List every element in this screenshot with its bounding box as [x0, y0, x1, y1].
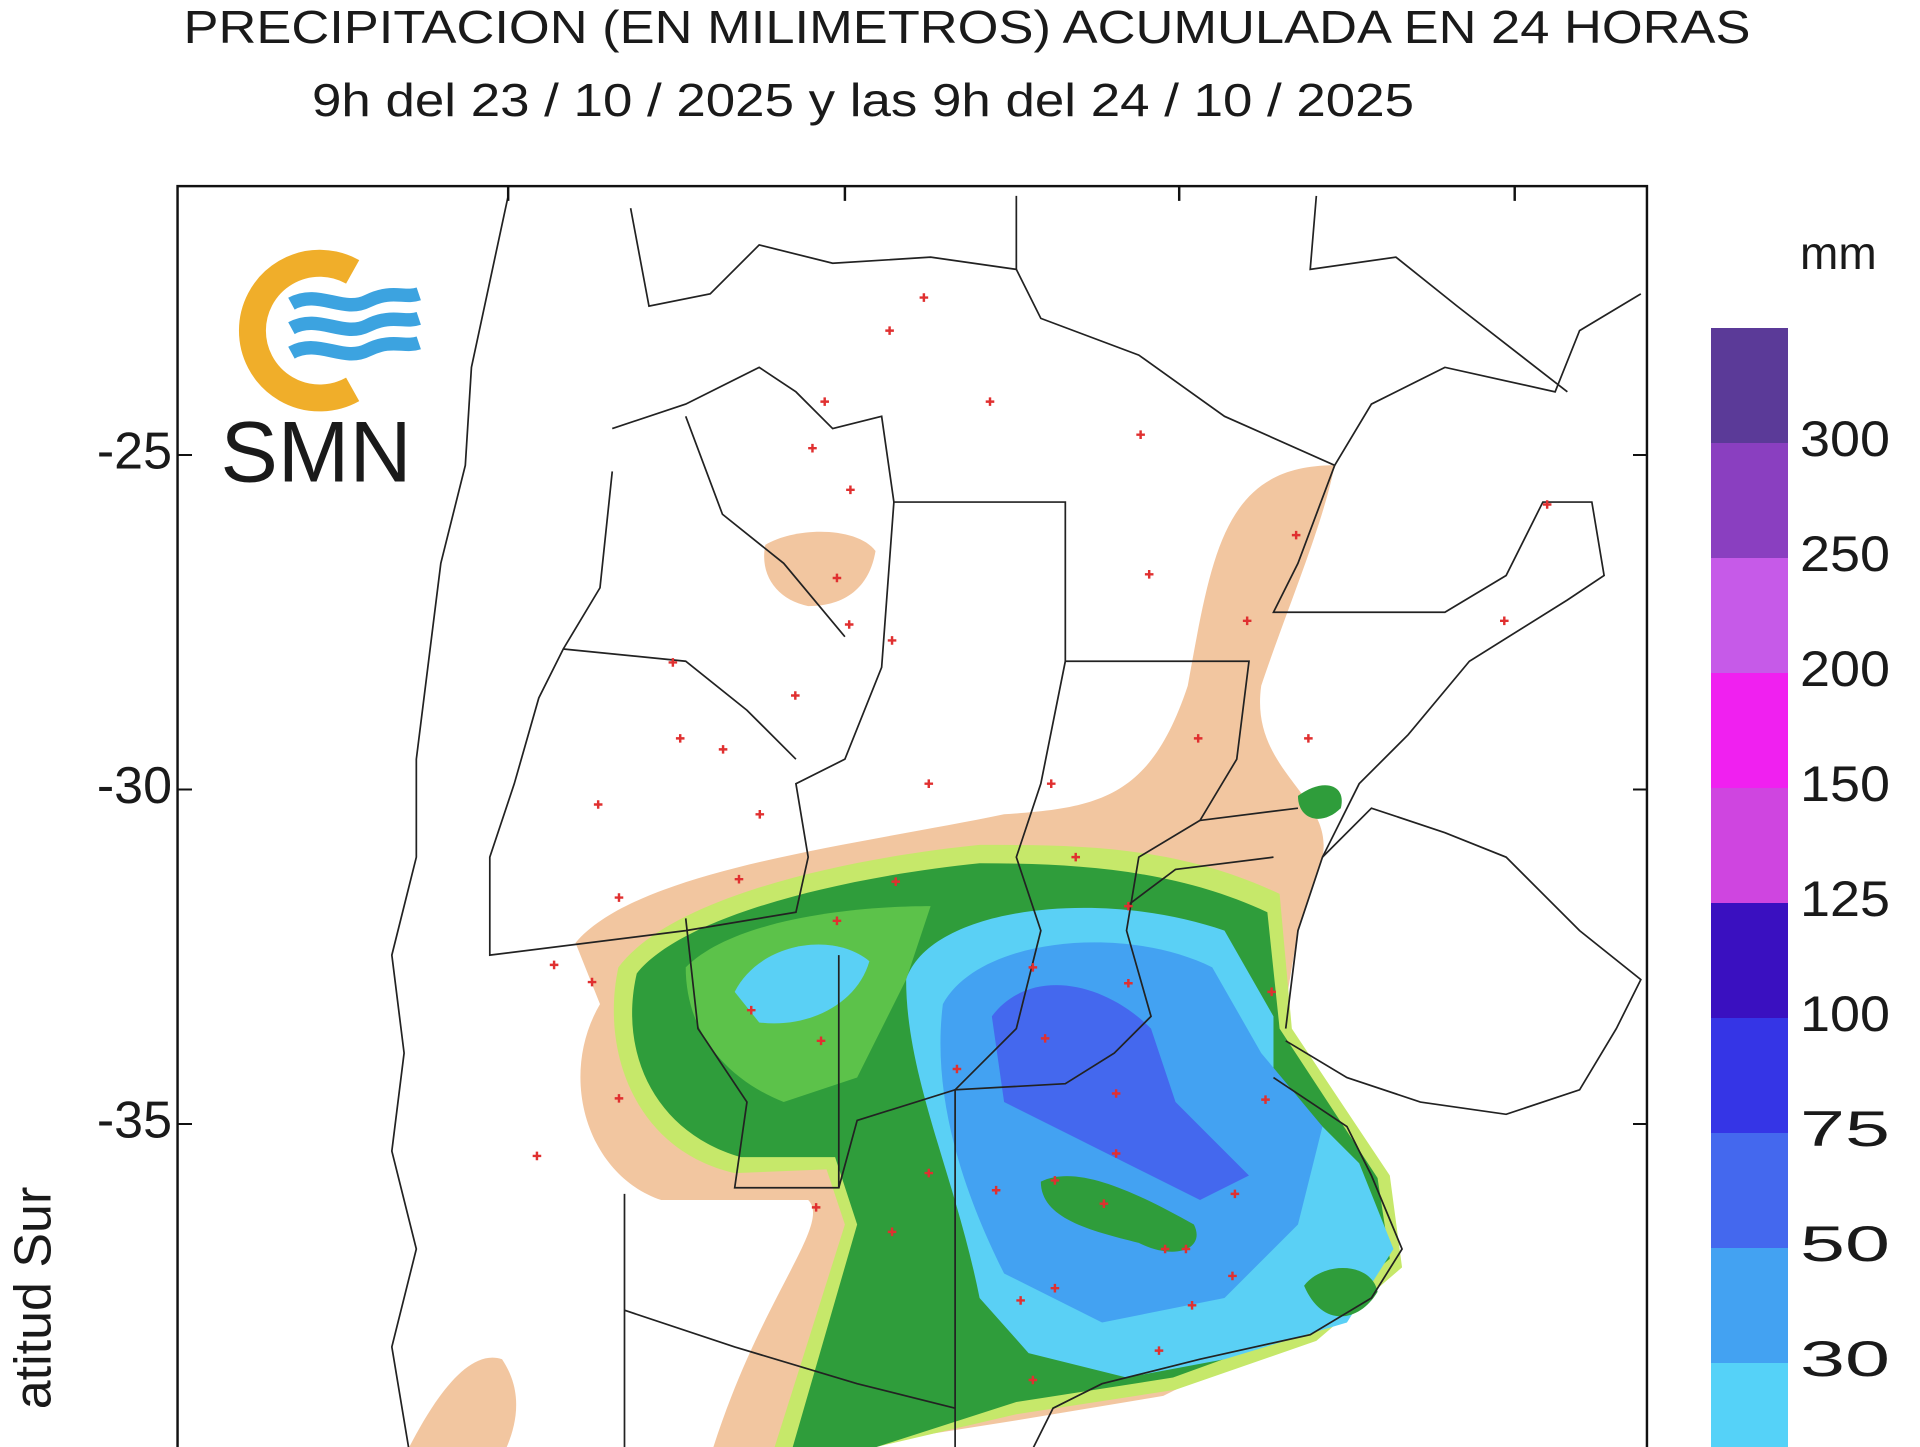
province-border	[488, 471, 895, 957]
legend-swatch	[1711, 1248, 1788, 1364]
logo-text: SMN	[220, 405, 411, 501]
logo-waves	[288, 287, 421, 361]
precip-tan	[764, 531, 876, 607]
legend-swatch	[1711, 443, 1788, 559]
precip-lightblue	[734, 944, 870, 1024]
coast	[1032, 1076, 1404, 1447]
province-border	[563, 416, 1299, 907]
lat-tick-label: -35	[97, 1092, 172, 1150]
legend-label: 150	[1800, 756, 1890, 812]
lat-tick-label: -25	[97, 423, 172, 481]
stations	[532, 293, 1552, 1385]
country-border	[1015, 269, 1606, 1029]
legend-swatch	[1711, 1133, 1788, 1249]
legend-unit: mm	[1800, 227, 1877, 279]
legend-label: 200	[1800, 641, 1890, 697]
legend-swatch	[1711, 903, 1788, 1019]
legend-label: 50	[1800, 1216, 1890, 1272]
legend-swatch	[1711, 558, 1788, 674]
map-frame	[176, 184, 1649, 1447]
lat-tick-label: -30	[97, 757, 172, 815]
precip-tan	[409, 1357, 517, 1447]
country-border	[390, 195, 510, 1447]
legend-label: 75	[1800, 1101, 1890, 1157]
province-border	[623, 918, 956, 1447]
legend-swatch	[1711, 1018, 1788, 1134]
country-border	[629, 195, 1018, 308]
legend-swatch	[1711, 788, 1788, 904]
country-border	[1309, 195, 1642, 466]
legend-swatch	[1711, 328, 1788, 444]
title: PRECIPITACION (EN MILIMETROS) ACUMULADA …	[184, 1, 1751, 53]
legend-label: 125	[1800, 871, 1890, 927]
logo-sun	[239, 249, 360, 412]
lon-ticks	[506, 186, 1516, 201]
y-axis-label: atitud Sur	[5, 1187, 63, 1410]
precip-green-island	[1304, 1268, 1378, 1317]
province-border	[611, 366, 1067, 1188]
logo	[239, 249, 421, 412]
legend-label: 30	[1800, 1331, 1890, 1387]
map-content	[390, 195, 1642, 1447]
legend-label: 100	[1800, 986, 1890, 1042]
legend-swatch	[1711, 673, 1788, 789]
legend-swatch	[1711, 1363, 1788, 1447]
legend-label: 250	[1800, 526, 1890, 582]
precip-green-island	[1297, 785, 1342, 819]
country-border	[1285, 807, 1642, 1116]
province-border	[954, 660, 1250, 1447]
map	[176, 184, 1649, 1447]
subtitle: 9h del 23 / 10 / 2025 y las 9h del 24 / …	[312, 74, 1414, 126]
legend-label: 300	[1800, 411, 1890, 467]
precip-green-island	[1040, 1176, 1197, 1252]
